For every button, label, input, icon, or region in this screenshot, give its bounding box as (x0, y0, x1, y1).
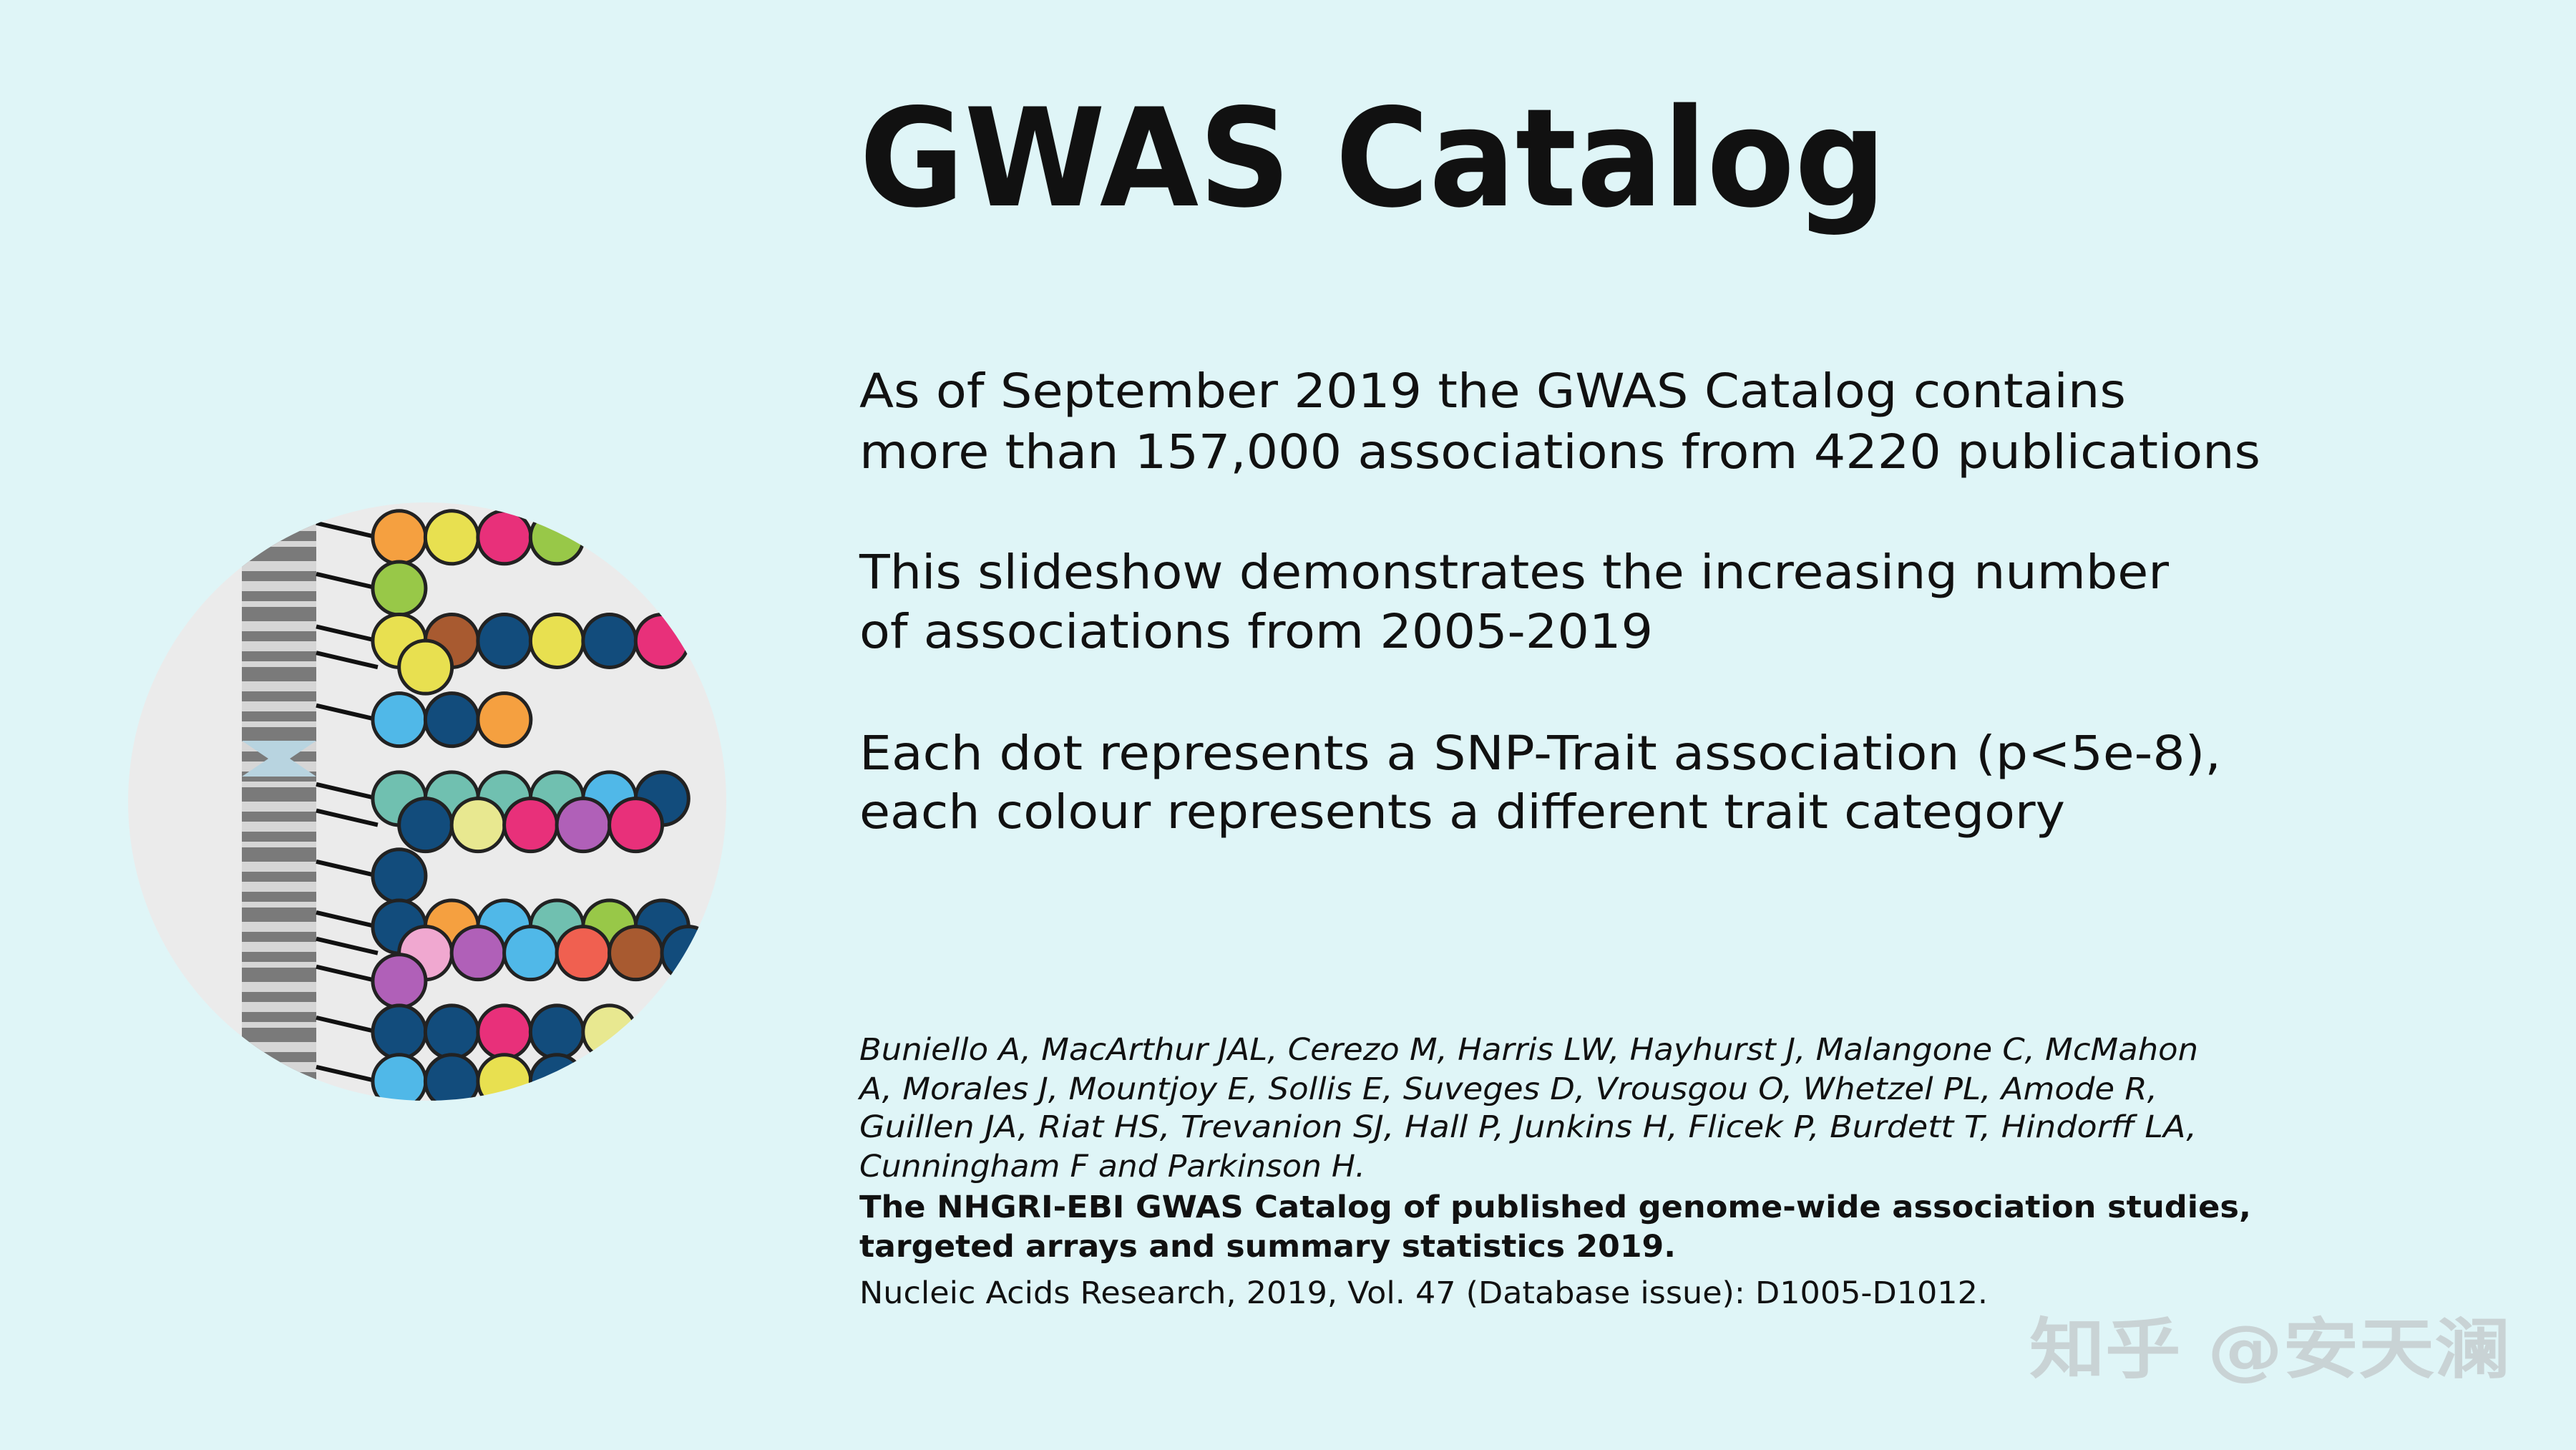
dot (423, 1003, 480, 1061)
chromosome-band (242, 1002, 316, 1012)
connector (316, 1015, 379, 1034)
dot (371, 691, 428, 749)
citation-authors: A, Morales J, Mountjoy E, Sollis E, Suve… (857, 1071, 2157, 1107)
dot (633, 612, 691, 669)
connector (316, 964, 379, 983)
chromosome-band (242, 822, 316, 832)
chromosome-band (242, 641, 316, 651)
dot (528, 612, 585, 669)
chromosome-band (242, 561, 316, 571)
paragraph-line: Each dot represents a SNP-Trait associat… (859, 726, 2221, 781)
centromere (242, 741, 316, 777)
dot (449, 797, 507, 854)
citation-title: The NHGRI-EBI GWAS Catalog of published … (859, 1189, 2251, 1225)
dot (608, 925, 665, 982)
chromosome-band (242, 982, 316, 992)
dot (660, 925, 717, 982)
citation-source: Nucleic Acids Research, 2019, Vol. 47 (D… (859, 1275, 1988, 1311)
connector (316, 624, 379, 643)
dot (555, 925, 612, 982)
dot (371, 1053, 428, 1101)
title: GWAS Catalog (859, 79, 1886, 238)
dot (528, 1003, 585, 1061)
connector (316, 936, 379, 955)
dot (449, 925, 507, 982)
citation-authors: Guillen JA, Riat HS, Trevanion SJ, Hall … (859, 1109, 2197, 1145)
citation-authors: Buniello A, MacArthur JAL, Cerezo M, Har… (859, 1032, 2198, 1068)
dot (476, 691, 533, 749)
chromosome-band (242, 1102, 316, 1112)
connector (316, 572, 379, 590)
connector (316, 782, 379, 801)
connector (316, 808, 379, 827)
connector (316, 910, 379, 929)
chromosome-band (242, 601, 316, 607)
chromosome-band (242, 681, 316, 691)
chromosome-band (242, 621, 316, 631)
chromosome-band (242, 962, 316, 968)
citation-authors: Cunningham F and Parkinson H. (859, 1149, 1365, 1184)
chromosome-band (242, 541, 316, 547)
paragraph-line: As of September 2019 the GWAS Catalog co… (859, 364, 2126, 419)
dot (581, 612, 638, 669)
dot (397, 797, 454, 854)
dot (423, 691, 480, 749)
chromosome-band (242, 862, 316, 872)
chromosome-band (242, 902, 316, 908)
chromosome-band (242, 882, 316, 892)
dot (476, 1053, 533, 1101)
paragraph-line: of associations from 2005-2019 (859, 604, 1653, 659)
dot (608, 797, 665, 854)
connector (316, 1064, 379, 1084)
dot (555, 797, 612, 854)
chromosome-band (242, 661, 316, 667)
chromosome-band (242, 1022, 316, 1028)
dot (476, 612, 533, 669)
dot (528, 1053, 585, 1101)
dot (476, 509, 533, 566)
chromosome-band (242, 782, 316, 787)
dot (371, 560, 428, 617)
chromosome-band (242, 701, 316, 711)
paragraph-line: more than 157,000 associations from 4220… (859, 424, 2260, 480)
dot (397, 638, 454, 696)
chromosome-band (242, 502, 316, 511)
paragraph-line: This slideshow demonstrates the increasi… (859, 545, 2170, 600)
chromosome-band (242, 521, 316, 531)
dot (581, 1003, 638, 1061)
dot (476, 1003, 533, 1061)
illustration (128, 502, 726, 1112)
dot (371, 1003, 428, 1061)
connector (316, 520, 379, 540)
chromosome-band (242, 581, 316, 591)
dot (423, 1053, 480, 1101)
dot (371, 953, 428, 1010)
connector (316, 859, 379, 878)
chromosome-band (242, 1062, 316, 1072)
dot (423, 509, 480, 566)
dot (371, 509, 428, 566)
watermark: 知乎 @安天澜 (2029, 1311, 2510, 1388)
dot (502, 925, 560, 982)
chromosome-band (242, 721, 316, 727)
chromosome-band (242, 1082, 316, 1088)
connector (316, 651, 379, 670)
dot (371, 847, 428, 905)
citation-title: targeted arrays and summary statistics 2… (859, 1229, 1676, 1265)
chromosome-band (242, 1042, 316, 1052)
chromosome-band (242, 842, 316, 847)
dot (528, 509, 585, 566)
paragraph-line: each colour represents a different trait… (859, 784, 2065, 840)
connector (316, 703, 379, 722)
chromosome-band (242, 922, 316, 932)
chromosome-band (242, 942, 316, 952)
chromosome-band (242, 802, 316, 812)
dot (502, 797, 560, 854)
